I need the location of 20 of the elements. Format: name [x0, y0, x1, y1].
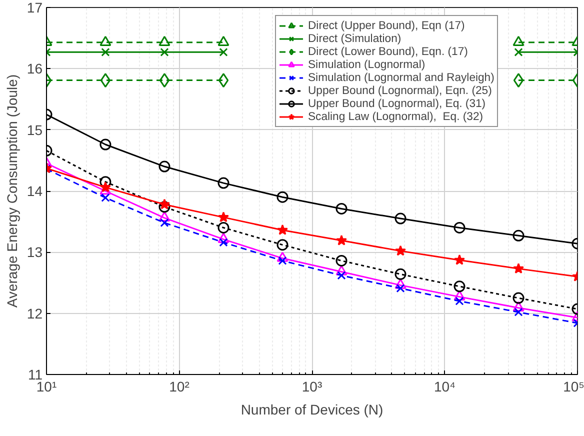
legend-label: Simulation (Lognormal and Rayleigh): [308, 71, 494, 84]
legend-label: Simulation (Lognormal): [308, 58, 426, 71]
x-tick-label: 10³: [302, 378, 322, 394]
legend-label: Upper Bound (Lognormal), Eqn. (25): [308, 84, 492, 97]
y-tick-label: 17: [26, 0, 43, 16]
y-tick-label: 16: [26, 60, 43, 77]
y-tick-label: 13: [26, 244, 43, 260]
y-tick-label: 15: [26, 122, 43, 138]
legend-label: Upper Bound (Lognormal), Eq. (31): [308, 97, 486, 110]
y-tick-label: 14: [26, 183, 43, 199]
y-axis-title: Average Energy Consumption (Joule): [4, 74, 20, 308]
legend-label: Direct (Simulation): [308, 32, 402, 45]
x-tick-label: 10⁵: [563, 378, 584, 394]
legend-label: Scaling Law (Lognormal), Eq. (32): [308, 110, 484, 123]
x-tick-label: 10⁴: [434, 378, 456, 394]
x-axis-title: Number of Devices (N): [240, 402, 384, 418]
legend-label: Direct (Lower Bound), Eqn. (17): [308, 45, 468, 58]
y-tick-label: 12: [26, 305, 43, 322]
x-tick-label: 10²: [169, 378, 190, 394]
legend-label: Direct (Upper Bound), Eqn (17): [308, 19, 465, 32]
